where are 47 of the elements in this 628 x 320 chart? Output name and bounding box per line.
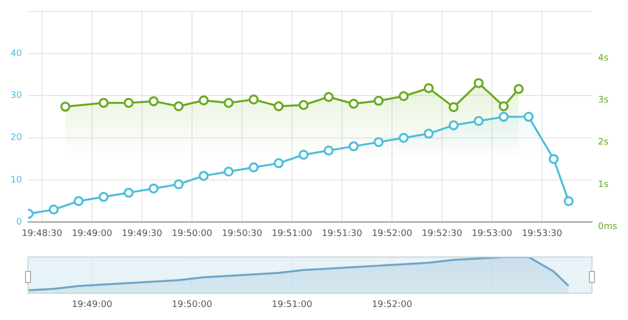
point <box>524 112 534 122</box>
point <box>274 158 284 168</box>
point <box>474 116 484 126</box>
point <box>298 150 309 160</box>
point <box>48 204 59 215</box>
point <box>424 128 434 139</box>
x-tick-label: 19:52:30 <box>422 228 462 239</box>
x-tick-label: 19:51:00 <box>272 228 312 239</box>
point <box>374 137 384 148</box>
y2-tick-label: 4s <box>598 53 609 64</box>
x-tick-label: 19:51:30 <box>322 228 362 239</box>
y2-tick-label: 0ms <box>598 222 618 232</box>
y2-tick-label: 1s <box>598 180 609 190</box>
x-tick-label: 19:50:00 <box>172 300 212 310</box>
x-tick-label: 19:49:00 <box>72 300 113 310</box>
point <box>448 120 459 130</box>
x-tick-label: 19:50:00 <box>172 228 212 239</box>
point <box>124 188 134 198</box>
y-tick-label: 30 <box>10 91 22 102</box>
x-tick-label: 19:49:00 <box>72 228 113 239</box>
x-tick-label: 19:52:00 <box>372 228 413 239</box>
point <box>248 162 259 172</box>
point <box>498 112 509 122</box>
y2-tick-label: 2s <box>598 138 609 148</box>
point <box>348 141 359 152</box>
point <box>224 166 234 177</box>
y-tick-label: 20 <box>10 133 22 144</box>
point <box>324 146 334 156</box>
point <box>174 179 184 190</box>
point <box>148 183 159 194</box>
point <box>98 192 109 202</box>
point <box>564 196 574 206</box>
y2-tick-label: 3s <box>598 96 609 106</box>
x-tick-label: 19:49:30 <box>122 228 162 239</box>
point <box>548 154 559 164</box>
x-tick-label: 19:51:00 <box>272 300 312 310</box>
x-tick-label: 19:48:30 <box>22 228 62 239</box>
x-tick-label: 19:53:30 <box>522 228 563 239</box>
y-tick-label: 0 <box>16 218 22 228</box>
point <box>74 196 84 206</box>
point <box>198 170 209 181</box>
y-tick-label: 40 <box>10 48 22 59</box>
x-tick-label: 19:50:30 <box>222 228 263 239</box>
x-tick-label: 19:53:00 <box>472 228 512 239</box>
point <box>398 132 409 143</box>
y-tick-label: 10 <box>10 175 22 186</box>
x-tick-label: 19:52:00 <box>372 300 413 310</box>
